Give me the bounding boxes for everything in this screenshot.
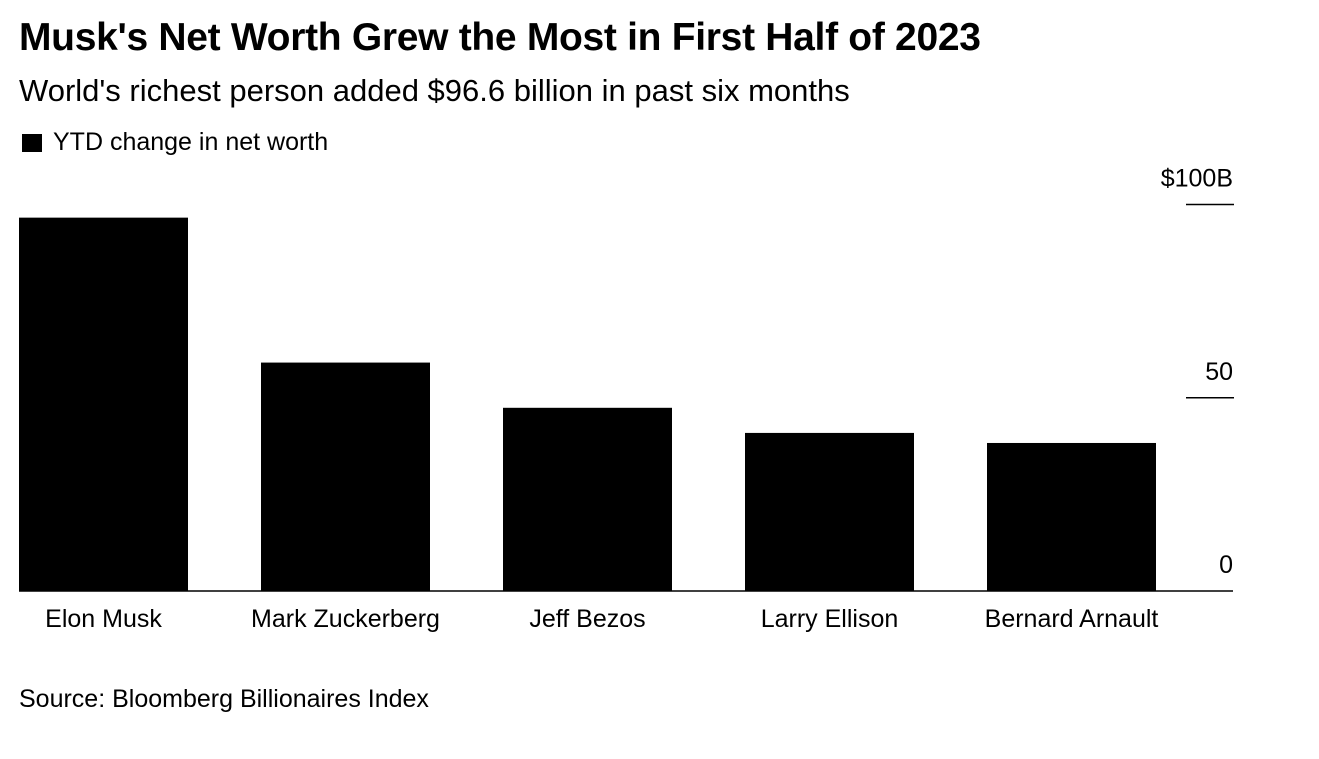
chart-subtitle: World's richest person added $96.6 billi… xyxy=(19,73,850,108)
x-tick-label: Mark Zuckerberg xyxy=(251,605,440,633)
x-tick-label: Elon Musk xyxy=(45,605,162,633)
bar-larry-ellison xyxy=(745,432,914,591)
bar-mark-zuckerberg xyxy=(261,362,430,591)
bar-elon-musk xyxy=(19,217,188,592)
y-tick-label: $100B xyxy=(1161,165,1233,193)
x-tick-label: Larry Ellison xyxy=(761,605,899,633)
y-tick-label: 0 xyxy=(1219,551,1233,579)
bar-jeff-bezos xyxy=(503,407,672,591)
source-note: Source: Bloomberg Billionaires Index xyxy=(19,685,429,713)
legend: YTD change in net worth xyxy=(22,128,328,157)
y-tick-label: 50 xyxy=(1205,358,1233,386)
x-tick-label: Jeff Bezos xyxy=(529,605,645,633)
bar-bernard-arnault xyxy=(987,442,1156,591)
legend-swatch xyxy=(22,133,42,152)
x-tick-label: Bernard Arnault xyxy=(985,605,1159,633)
legend-label: YTD change in net worth xyxy=(53,128,329,156)
chart-title: Musk's Net Worth Grew the Most in First … xyxy=(19,16,981,59)
